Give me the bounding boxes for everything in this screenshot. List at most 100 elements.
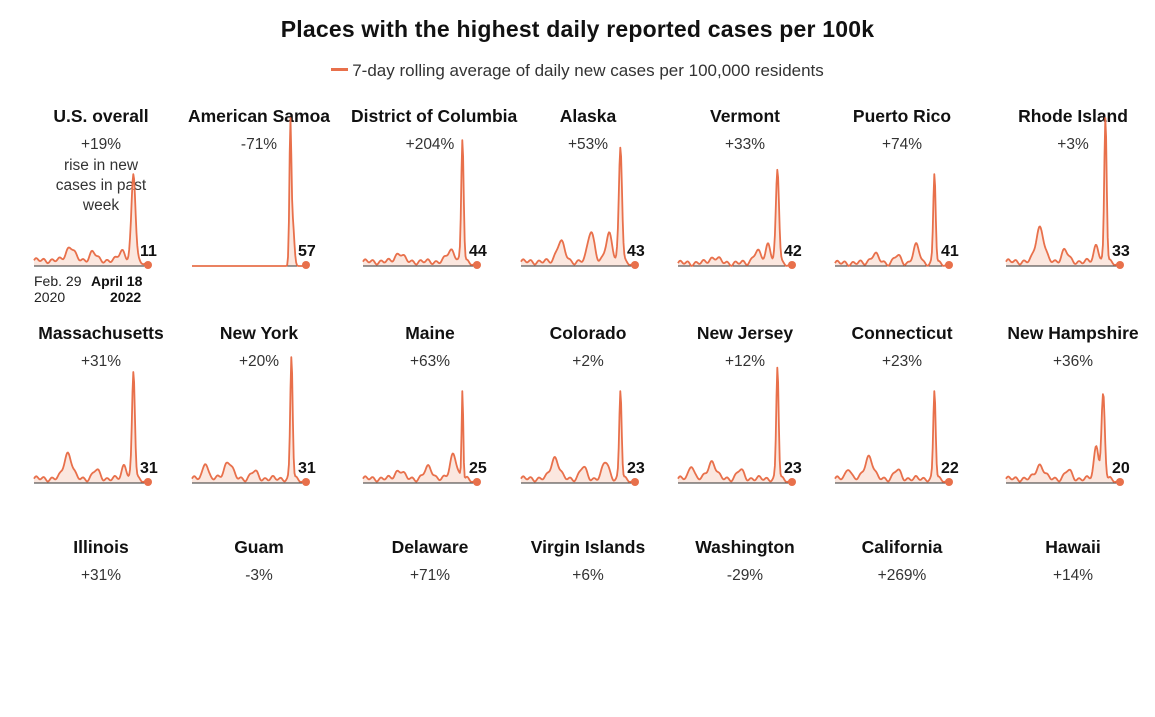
panel-rhode-island: Rhode Island +3% 33 (994, 106, 1152, 286)
sparkline-area (34, 174, 147, 266)
sparkline-area (521, 147, 634, 266)
latest-value-label: 44 (469, 243, 487, 260)
sparkline-area (192, 118, 305, 266)
panel-change: +31% (80, 567, 122, 584)
sparkline-chart: 43 (520, 146, 645, 269)
latest-value-dot (302, 478, 310, 486)
latest-value-dot (945, 478, 953, 486)
panel-alaska: Alaska +53% 43 (509, 106, 667, 286)
panel-name: U.S. overall (53, 106, 149, 126)
sparkline-chart: 22 (834, 390, 959, 486)
latest-value-dot (473, 261, 481, 269)
panel-washington: Washington -29% (666, 537, 824, 717)
start-year-label: 2020 (34, 289, 66, 305)
panel-change: +71% (409, 567, 451, 584)
sparkline-chart: 57 (191, 117, 316, 269)
sparkline-chart: 42 (677, 168, 802, 269)
panel-vermont: Vermont +33% 42 (666, 106, 824, 286)
panel-new-york: New York +20% 31 (180, 323, 338, 503)
sparkline-area (34, 372, 147, 483)
sparkline-chart: 25 (362, 390, 487, 486)
us-change-note: rise in new cases in past week (55, 157, 147, 214)
panel-name: Colorado (549, 323, 627, 343)
panel-change: +20% (238, 353, 280, 370)
latest-value-label: 31 (140, 460, 158, 477)
panel-change: +3% (1057, 136, 1089, 153)
panel-change: -3% (245, 567, 273, 584)
panel-change: +33% (724, 136, 766, 153)
sparkline-chart: 23 (520, 390, 645, 486)
legend-label: 7-day rolling average of daily new cases… (352, 61, 824, 80)
latest-value-dot (144, 478, 152, 486)
panel-name: Illinois (73, 537, 129, 557)
panel-change: +269% (877, 567, 927, 584)
panel-puerto-rico: Puerto Rico +74% 41 (823, 106, 981, 286)
panel-change: -29% (726, 567, 764, 584)
latest-value-label: 25 (469, 460, 487, 477)
sparkline-area (678, 169, 791, 266)
latest-value-label: 42 (784, 243, 802, 260)
end-year-label: 2022 (110, 289, 142, 305)
panel-name: American Samoa (187, 106, 330, 126)
sparkline-line (677, 168, 792, 267)
sparkline-line (1005, 393, 1120, 483)
sparkline-area (363, 391, 476, 483)
panel-name: Connecticut (851, 323, 953, 343)
sparkline-line (191, 117, 306, 267)
panel-name: Massachusetts (38, 323, 164, 343)
latest-value-dot (945, 261, 953, 269)
panel-change: +14% (1052, 567, 1094, 584)
panel-change: -71% (240, 136, 278, 153)
latest-value-label: 31 (298, 460, 316, 477)
latest-value-dot (1116, 478, 1124, 486)
sparkline-line (362, 139, 477, 266)
panel-california: California +269% (823, 537, 981, 717)
end-date-label: April 18 (91, 273, 143, 289)
sparkline-line (191, 356, 306, 483)
latest-value-dot (788, 261, 796, 269)
panel-name: California (861, 537, 943, 557)
panel-change: +63% (409, 353, 451, 370)
sparkline-line (520, 146, 635, 266)
latest-value-dot (473, 478, 481, 486)
panel-change: +204% (405, 136, 455, 153)
panel-new-hampshire: New Hampshire +36% 20 (994, 323, 1152, 503)
latest-value-dot (1116, 261, 1124, 269)
panel-guam: Guam -3% (180, 537, 338, 717)
panel-name: Alaska (559, 106, 617, 126)
panel-delaware: Delaware +71% (351, 537, 509, 717)
sparkline-line (1005, 117, 1120, 266)
panel-illinois: Illinois +31% (22, 537, 180, 717)
panel-change: +36% (1052, 353, 1094, 370)
latest-value-dot (631, 261, 639, 269)
chart-legend: 7-day rolling average of daily new cases… (0, 61, 1155, 81)
panel-name: Washington (695, 537, 795, 557)
sparkline-chart: 11 (33, 173, 157, 269)
panel-change: +31% (80, 353, 122, 370)
sparkline-chart: 33 (1005, 117, 1130, 269)
panel-change: +2% (572, 353, 604, 370)
latest-value-dot (144, 261, 152, 269)
small-multiples-grid: U.S. overall +19% rise in new cases in pas… (33, 106, 1152, 584)
sparkline-chart: 41 (834, 173, 959, 269)
panel-change: +53% (567, 136, 609, 153)
sparkline-line (520, 390, 635, 483)
latest-value-label: 22 (941, 460, 959, 477)
panel-change: +12% (724, 353, 766, 370)
latest-value-label: 41 (941, 243, 959, 260)
latest-value-label: 23 (627, 460, 645, 477)
panel-change: +6% (572, 567, 604, 584)
panel-name: Puerto Rico (852, 106, 952, 126)
panel-change: +19% (80, 136, 122, 153)
panel-name: Delaware (391, 537, 469, 557)
panel-name: New York (219, 323, 299, 343)
sparkline-line (33, 173, 148, 266)
panel-name: New Hampshire (1007, 323, 1139, 343)
sparkline-line (834, 390, 949, 483)
panel-district-of-columbia: District of Columbia +204% 44 (351, 106, 517, 286)
panel-name: Rhode Island (1018, 106, 1128, 126)
latest-value-label: 23 (784, 460, 802, 477)
latest-value-label: 11 (140, 243, 157, 260)
panel-change: +74% (881, 136, 923, 153)
sparkline-chart: 31 (33, 371, 158, 486)
